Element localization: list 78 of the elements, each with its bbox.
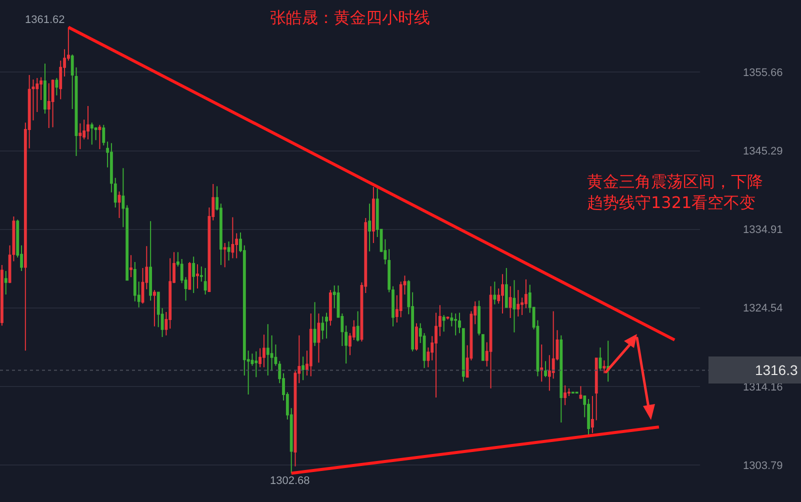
candlestick <box>153 289 156 327</box>
candlestick <box>192 256 196 294</box>
y-tick-label: 1355.66 <box>743 67 783 80</box>
candlestick <box>317 312 320 364</box>
candlestick <box>504 268 508 308</box>
candlestick <box>78 122 82 150</box>
candlestick <box>266 324 270 376</box>
candlestick <box>516 289 520 317</box>
candlestick <box>102 124 106 146</box>
candlestick <box>328 289 332 326</box>
annotation: 1302.68 <box>270 475 310 487</box>
candlestick <box>512 280 516 333</box>
candlestick <box>508 286 512 319</box>
candlestick <box>196 264 199 289</box>
candlestick <box>231 216 234 259</box>
candlestick <box>579 386 582 400</box>
candlestick <box>55 77 58 96</box>
candlestick <box>204 268 207 296</box>
candlestick <box>223 242 226 268</box>
candlestick <box>458 312 461 334</box>
candlestick <box>227 241 230 261</box>
candlestick <box>544 360 547 378</box>
candlestick <box>86 106 90 140</box>
candlestick <box>44 63 46 114</box>
candlestick <box>598 347 602 372</box>
candlestick <box>489 286 492 389</box>
candlestick <box>602 360 606 374</box>
candlestick <box>356 310 360 342</box>
candlestick <box>594 358 598 421</box>
candlestick <box>501 274 504 314</box>
candlestick <box>0 264 4 326</box>
candlestick <box>90 122 94 146</box>
candlestick <box>564 384 567 406</box>
candlestick <box>70 54 74 110</box>
candlestick <box>188 261 192 290</box>
candlestick <box>325 312 328 339</box>
candlestick <box>388 248 391 293</box>
candlestick <box>149 220 152 302</box>
candlestick <box>51 79 54 128</box>
candlestick <box>309 312 312 377</box>
candlestick <box>302 356 305 381</box>
candlestick <box>560 334 563 423</box>
candlestick <box>415 322 418 352</box>
candlestick <box>4 270 8 296</box>
candlestick <box>47 82 50 128</box>
candlestick <box>454 312 458 336</box>
annotation: 1361.62 <box>25 14 65 26</box>
candlestick <box>442 314 446 332</box>
y-tick-label: 1303.79 <box>743 460 783 472</box>
candlestick <box>372 186 375 244</box>
candlestick <box>118 191 121 219</box>
candlestick <box>368 203 372 252</box>
candlestick <box>98 124 102 150</box>
candlestick <box>110 142 113 193</box>
candlestick <box>392 286 394 327</box>
candlestick <box>540 344 544 382</box>
candlestick <box>587 398 590 437</box>
candlestick <box>482 334 484 361</box>
candlestick <box>344 325 348 364</box>
candlestick <box>478 300 481 336</box>
candlestick <box>94 126 98 141</box>
candlestick <box>262 334 266 368</box>
candlestick <box>254 350 258 378</box>
ref-line-label: 1316.3 <box>754 362 798 378</box>
candlestick <box>114 177 117 208</box>
candlestick <box>591 396 594 434</box>
candlestick <box>313 302 316 347</box>
y-tick-label: 1334.91 <box>743 224 783 236</box>
candlestick <box>74 66 78 156</box>
candlestick <box>321 316 324 340</box>
y-tick-label: 1324.54 <box>743 302 783 315</box>
candlestick <box>462 328 465 382</box>
text: 张皓晟：黄金四小时线 <box>270 8 430 28</box>
annotation: 黄金三角震荡区间，下降趋势线守1321看空不变 <box>587 172 763 212</box>
candlestick <box>200 266 203 282</box>
candlestick <box>493 281 496 305</box>
y-tick-label: 1345.29 <box>743 146 783 158</box>
candlestick <box>130 254 132 278</box>
